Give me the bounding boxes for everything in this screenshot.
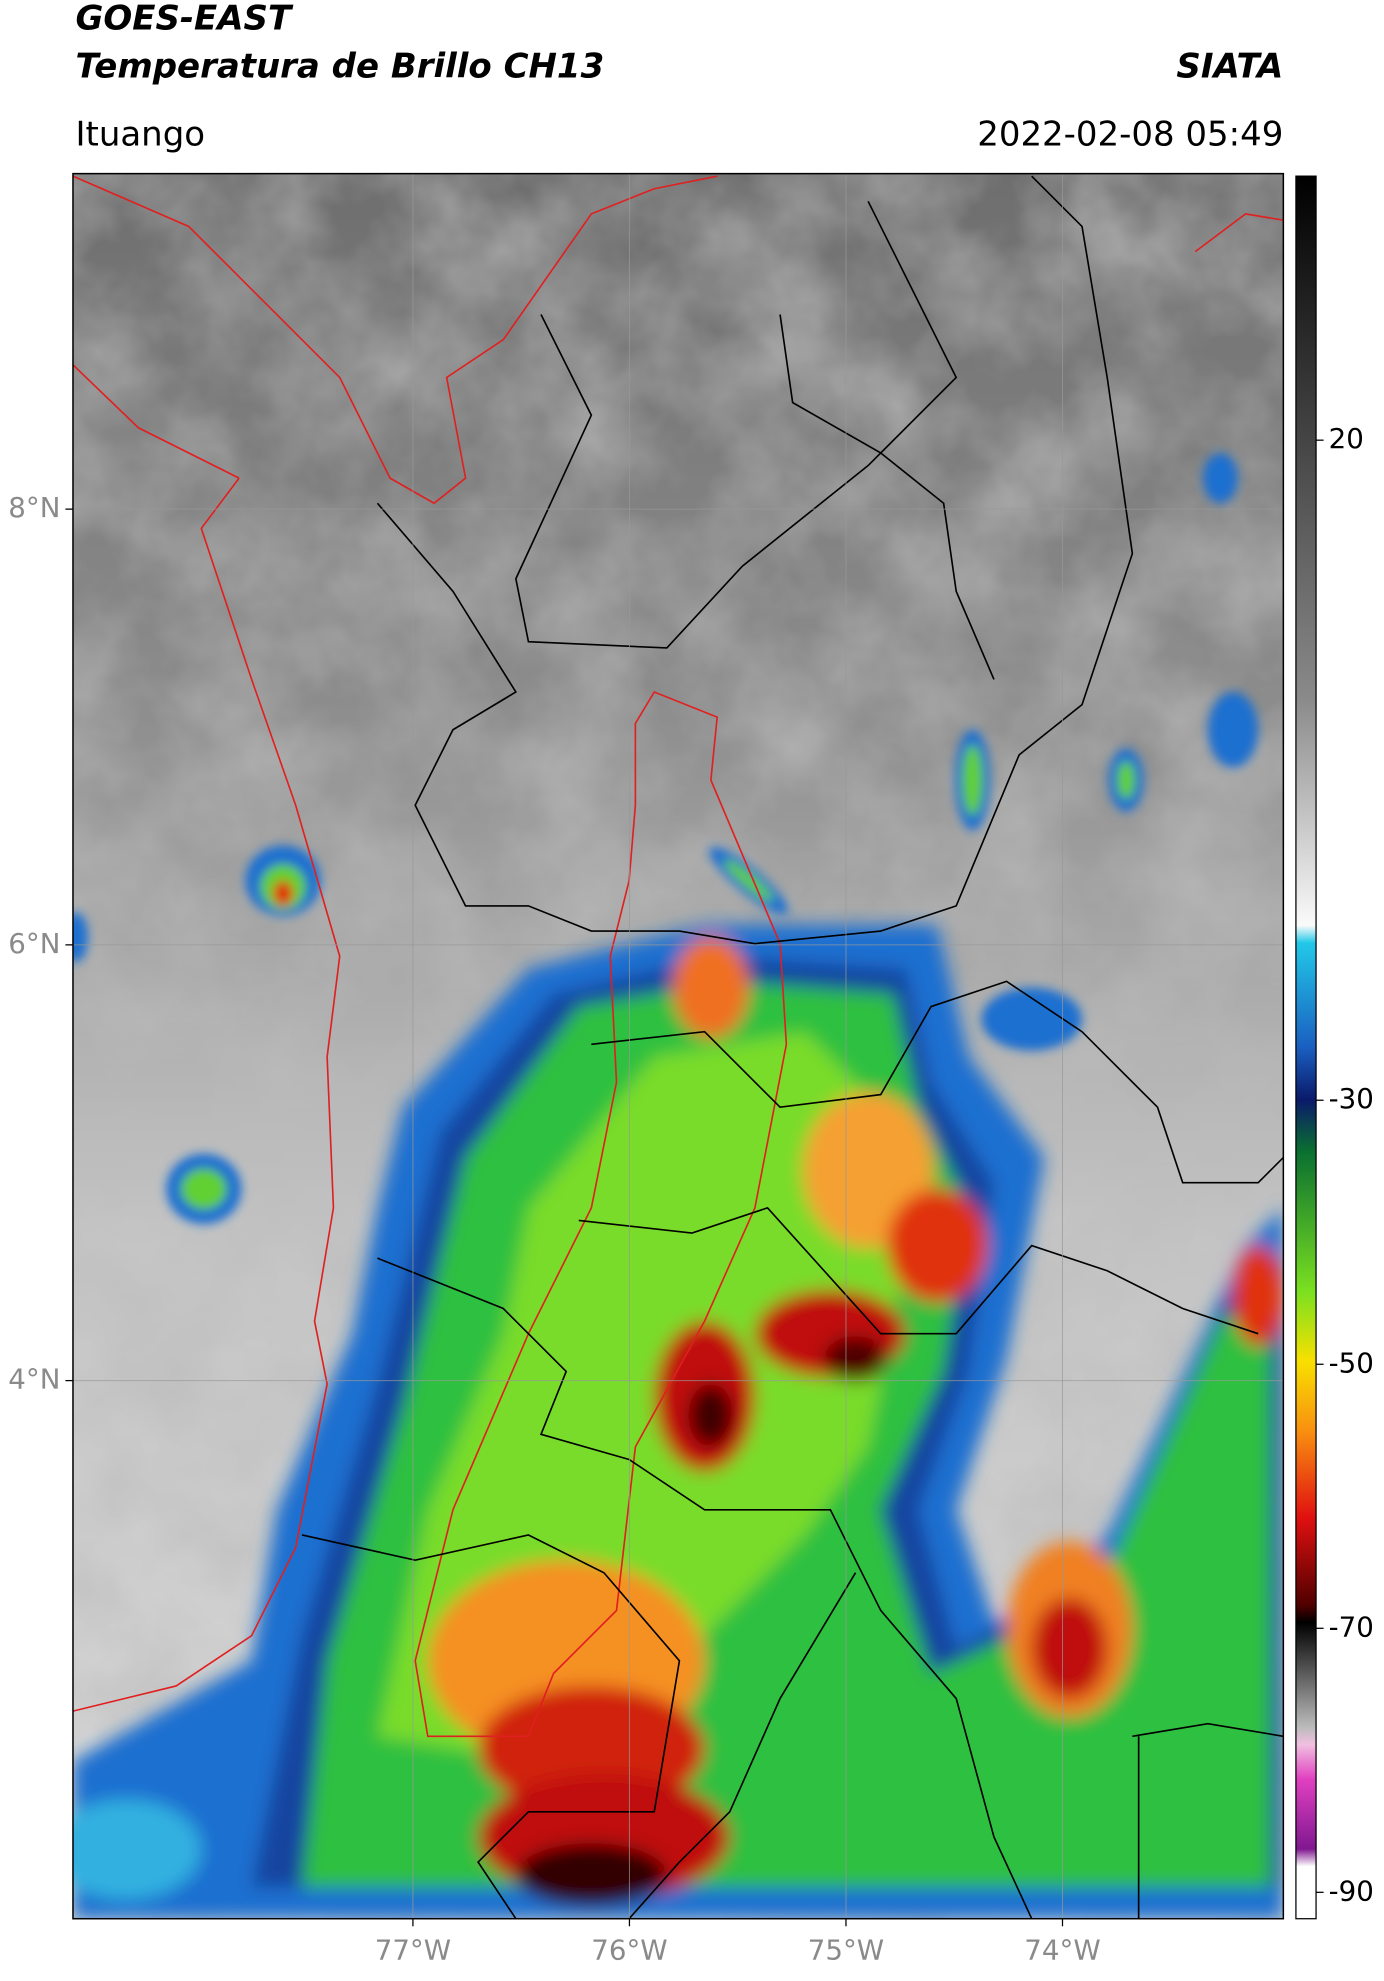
datetime: 2022-02-08 05:49 bbox=[977, 114, 1283, 154]
colorbar bbox=[1295, 175, 1317, 1920]
map-frame bbox=[72, 172, 1285, 1920]
y-tick-label: 4°N bbox=[8, 1363, 60, 1396]
colorbar-tick-label: -90 bbox=[1329, 1874, 1374, 1907]
x-tick-label: 75°W bbox=[808, 1933, 884, 1966]
map-image bbox=[72, 173, 1284, 1919]
colorbar-tick-label: -30 bbox=[1329, 1082, 1374, 1115]
subtitle: Temperatura de Brillo CH13 bbox=[75, 46, 604, 86]
colorbar-tick-label: -70 bbox=[1329, 1610, 1374, 1643]
x-tick-label: 74°W bbox=[1024, 1933, 1100, 1966]
colorbar-tick-label: 20 bbox=[1329, 422, 1364, 455]
x-tick-label: 77°W bbox=[375, 1933, 451, 1966]
x-tick-label: 76°W bbox=[591, 1933, 667, 1966]
colorbar-tick-label: -50 bbox=[1329, 1346, 1374, 1379]
source: SIATA bbox=[1176, 46, 1283, 86]
title: GOES-EAST bbox=[75, 0, 293, 39]
location: Ituango bbox=[75, 114, 205, 154]
y-tick-label: 6°N bbox=[8, 927, 60, 960]
y-tick-label: 8°N bbox=[8, 491, 60, 524]
